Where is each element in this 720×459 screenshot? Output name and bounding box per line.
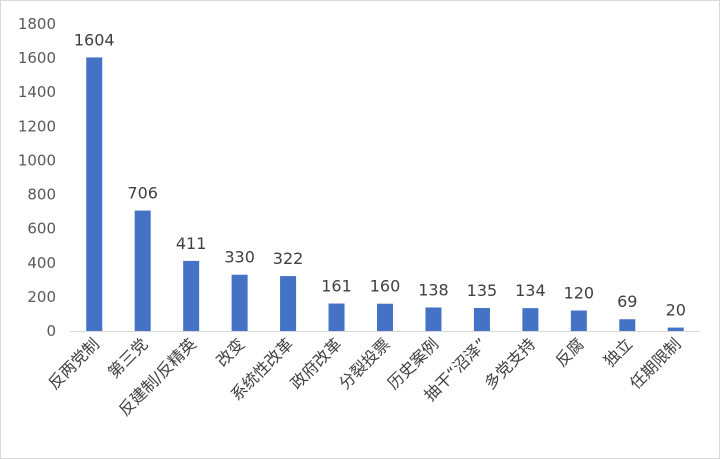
data-label: 161	[321, 277, 352, 296]
data-label: 69	[617, 292, 637, 311]
y-tick-label: 1800	[18, 15, 56, 33]
bar	[377, 303, 393, 331]
category-label: 政府改革	[287, 334, 346, 393]
data-label: 135	[467, 281, 498, 300]
data-label: 411	[176, 234, 207, 253]
data-label: 138	[418, 280, 449, 299]
category-label: 分裂投票	[335, 334, 394, 393]
bar	[328, 303, 345, 331]
data-label: 20	[666, 301, 686, 320]
y-tick-label: 1200	[18, 117, 56, 135]
y-tick-label: 200	[27, 288, 56, 306]
bar	[86, 57, 103, 331]
y-tick-label: 1400	[18, 83, 56, 101]
y-tick-label: 1000	[18, 151, 56, 169]
data-label: 120	[564, 284, 595, 303]
category-label: 反两党制	[44, 334, 103, 393]
data-label: 134	[515, 281, 546, 300]
bar	[473, 307, 490, 331]
category-label: 第三党	[104, 334, 151, 381]
data-label: 160	[370, 277, 401, 296]
category-label: 改变	[212, 334, 248, 370]
bar	[280, 276, 297, 331]
data-labels: 1604 706 411 330 322 161 160 138 135 134 120 69 20	[74, 30, 686, 319]
y-tick-label: 400	[27, 254, 56, 272]
bar	[570, 310, 587, 331]
y-tick-label: 0	[46, 322, 56, 340]
bars	[86, 57, 684, 331]
bar	[619, 319, 636, 331]
bar	[667, 327, 684, 331]
y-axis: 0 200 400 600 800 1000 1200 1400 1600 1800	[18, 15, 56, 340]
category-label: 任期限制	[626, 334, 685, 393]
bar	[183, 260, 200, 331]
bar	[231, 274, 248, 331]
category-label: 多党支持	[481, 334, 540, 393]
y-tick-label: 1600	[18, 49, 56, 67]
data-label: 322	[273, 249, 304, 268]
data-label: 706	[127, 184, 158, 203]
bar	[425, 307, 442, 331]
bar	[134, 210, 151, 331]
y-tick-label: 800	[27, 186, 56, 204]
data-label: 330	[224, 248, 255, 267]
y-tick-label: 600	[27, 220, 56, 238]
data-label: 1604	[74, 30, 115, 49]
bar	[522, 308, 539, 331]
category-label: 反腐	[552, 334, 588, 370]
category-label: 独立	[600, 334, 636, 370]
